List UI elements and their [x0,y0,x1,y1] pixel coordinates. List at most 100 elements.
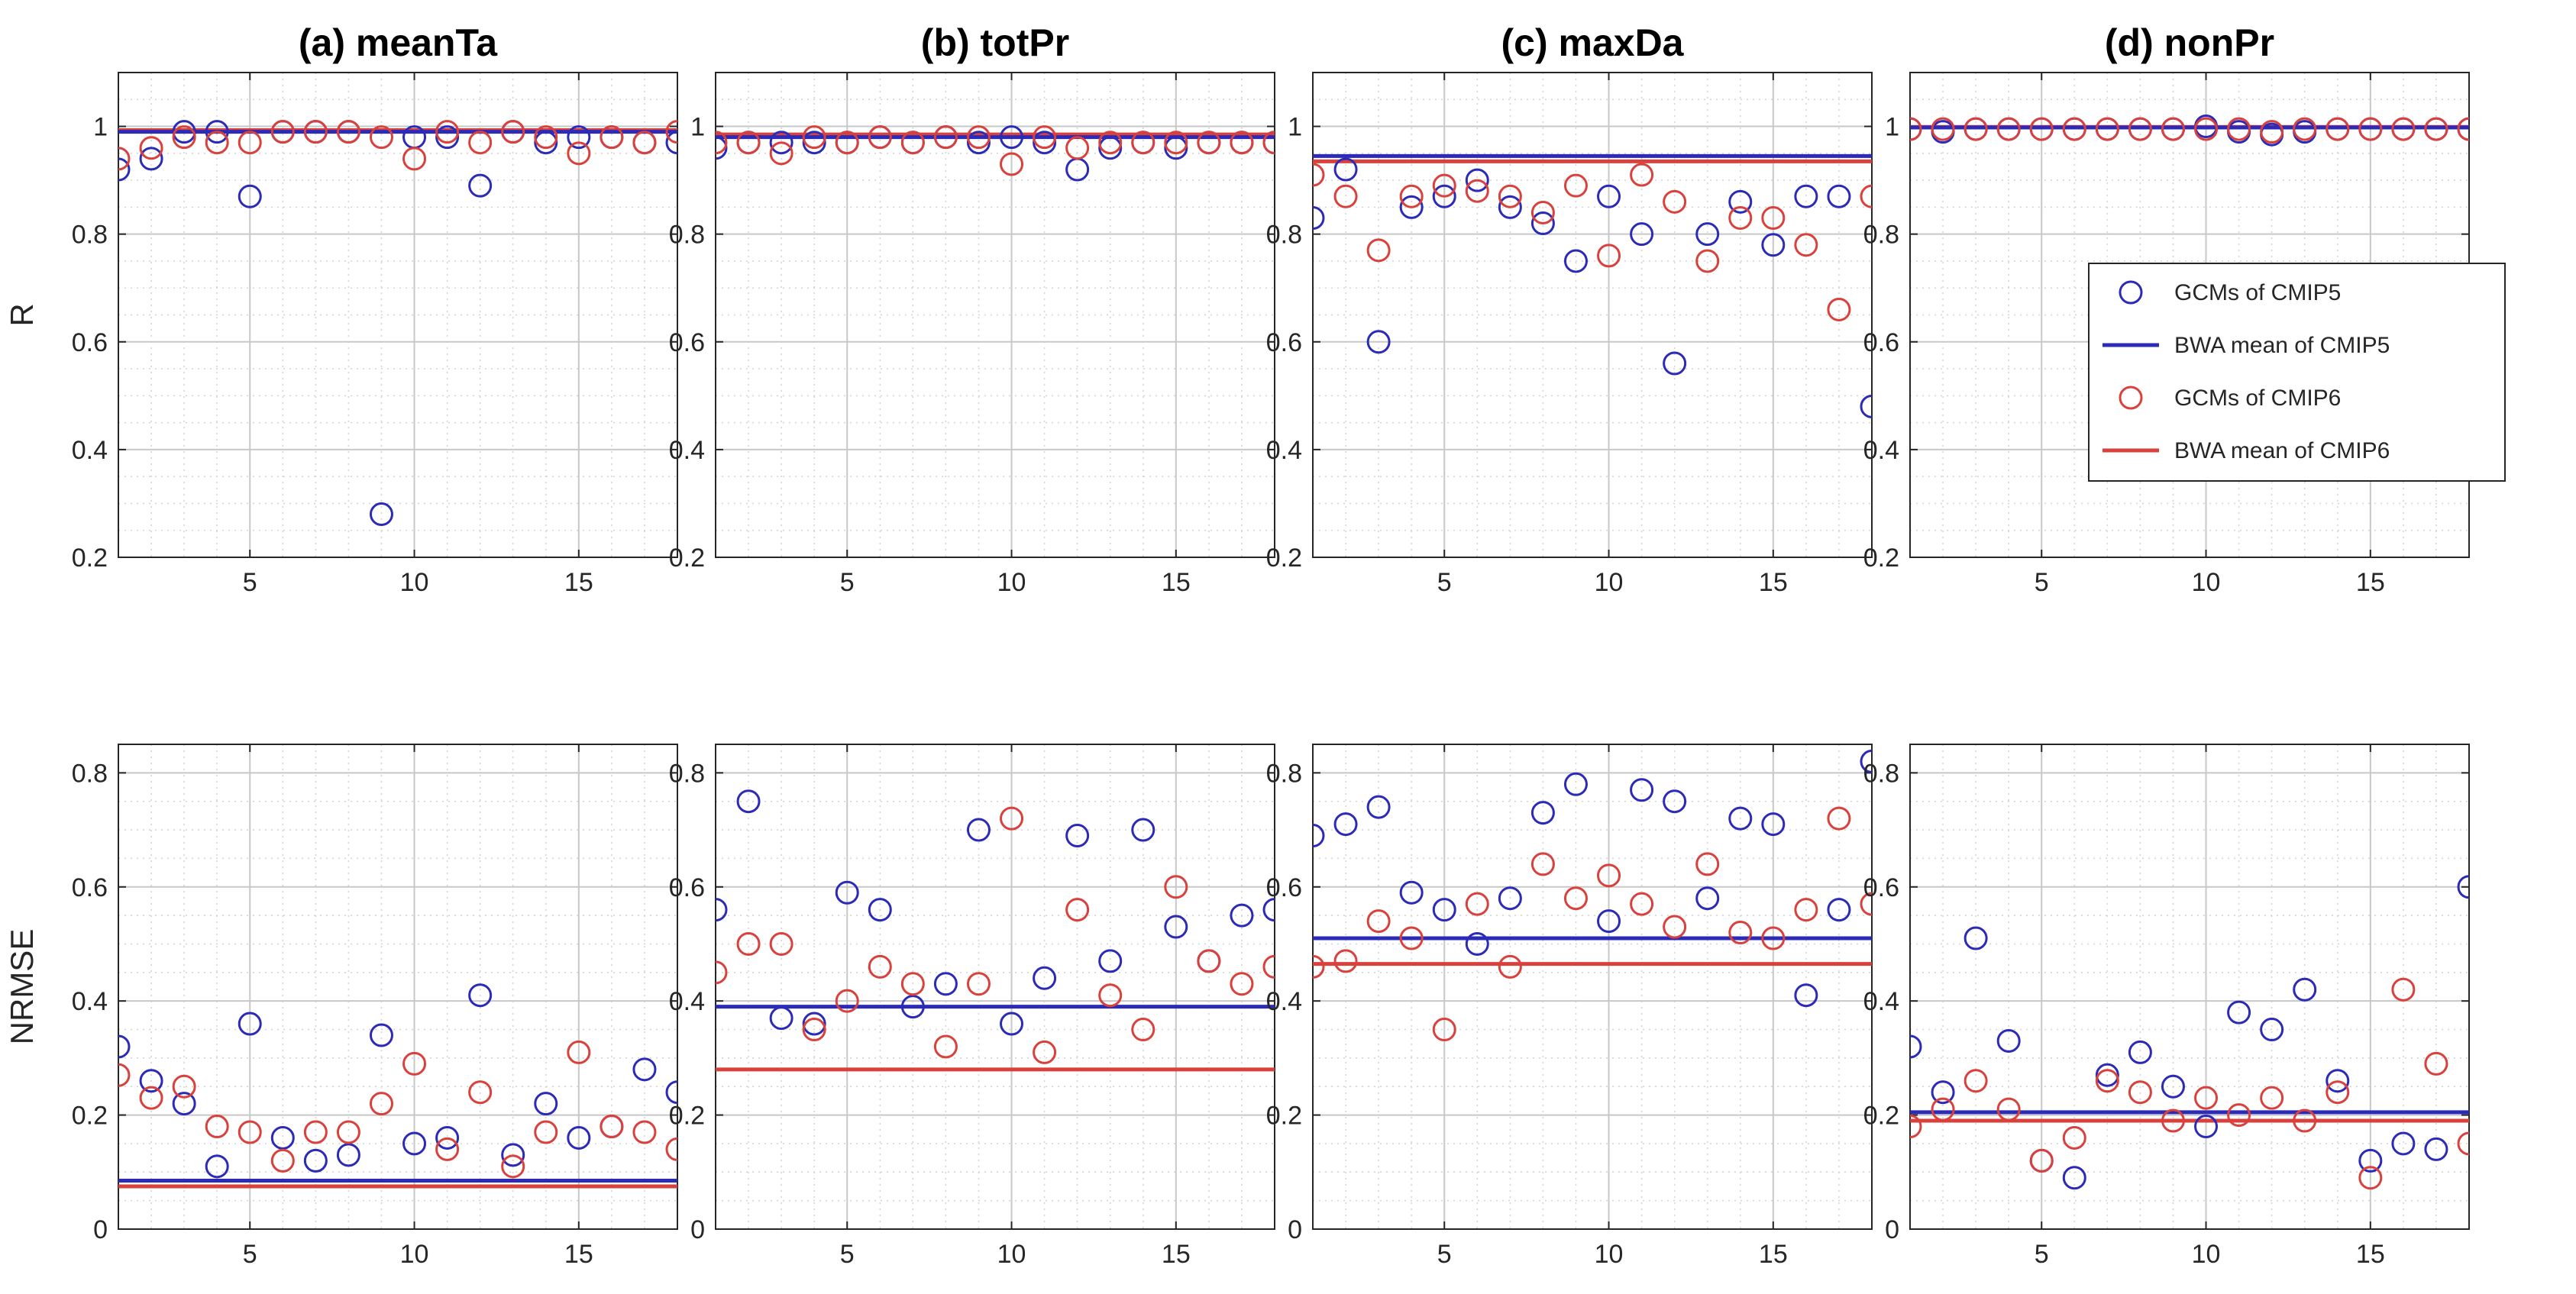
data-point-cmip6 [1033,1040,1057,1064]
data-point-cmip6 [2326,117,2350,141]
panel-title: (b) totPr [921,21,1069,64]
data-point-cmip5 [1399,195,1424,219]
data-point-cmip6 [567,1040,591,1064]
data-point-cmip6 [736,131,761,155]
y-tick-label: 0.8 [72,221,108,250]
data-point-cmip5 [205,1154,229,1179]
data-point-cmip5 [1498,886,1522,911]
data-point-cmip6 [1313,163,1325,187]
data-point-cmip6 [1098,983,1123,1008]
data-point-cmip5 [716,898,728,922]
plot-area [716,744,1275,1229]
data-point-cmip5 [665,1080,677,1105]
y-tick-label: 0.6 [1266,873,1302,902]
panel-5: 5 10 15 0 0.2 0.4 0.6 0.8 NRMSE [4,744,678,1269]
data-point-cmip6 [600,1115,624,1139]
x-tick-label: 15 [1759,1240,1788,1269]
data-point-cmip5 [238,184,262,208]
data-point-cmip6 [172,1074,196,1099]
data-point-cmip6 [1399,926,1424,950]
data-point-cmip6 [1000,152,1024,176]
data-point-cmip6 [2062,1125,2086,1150]
data-point-cmip6 [1563,173,1588,198]
axes-box [1312,744,1873,1230]
y-tick-label: 0.4 [1266,987,1302,1016]
data-point-cmip5 [534,131,558,155]
panel-1: 5 10 15 0.2 0.4 0.6 0.8 1 (a) meanTa R [4,21,678,597]
y-tick-label: 0.2 [1266,1102,1302,1131]
plot-data [118,983,677,1189]
data-point-cmip5 [501,1143,525,1167]
data-point-cmip6 [2161,117,2185,141]
data-point-cmip5 [2227,1000,2251,1025]
y-tick-label: 0.8 [1863,759,1899,788]
data-point-cmip5 [534,1092,558,1116]
y-tick-label: 1 [690,113,705,142]
x-tick-label: 5 [840,568,855,597]
data-point-cmip5 [1465,168,1489,192]
data-point-cmip6 [716,131,728,155]
plot-data [1910,875,2469,1190]
x-tick-label: 15 [564,568,593,597]
y-axis-label: NRMSE [4,929,40,1045]
y-tick-label: 0.6 [669,328,705,357]
data-point-cmip6 [933,125,958,150]
data-point-cmip5 [336,1143,360,1167]
data-point-cmip6 [118,147,131,171]
y-tick-label: 0.6 [72,328,108,357]
data-point-cmip6 [1432,1018,1456,1042]
data-point-cmip6 [402,1051,427,1076]
data-point-cmip5 [270,1125,295,1150]
plot-area [1910,744,2469,1229]
data-point-cmip6 [238,1120,262,1144]
x-tick-label: 15 [1162,1240,1191,1269]
data-point-cmip5 [402,1131,427,1156]
data-point-cmip6 [1910,1115,1922,1139]
data-point-cmip5 [2293,977,2317,1002]
data-point-cmip6 [802,1018,826,1042]
data-point-cmip5 [665,131,677,155]
data-point-cmip6 [1964,117,1988,141]
data-point-cmip6 [2062,117,2086,141]
data-point-cmip6 [1794,233,1818,257]
data-point-cmip5 [1728,806,1753,831]
data-point-cmip6 [2358,117,2383,141]
panel-6: 5 10 15 0 0.2 0.4 0.6 0.8 [669,744,1275,1269]
data-point-cmip6 [1498,954,1522,979]
panel-title: (c) maxDa [1501,21,1685,64]
data-point-cmip6 [2128,1080,2152,1105]
data-point-cmip6 [2029,117,2054,141]
data-point-cmip6 [1663,189,1687,214]
data-point-cmip6 [567,141,591,166]
data-point-cmip6 [2326,1080,2350,1105]
data-point-cmip5 [966,131,991,155]
data-point-cmip5 [1630,778,1654,802]
data-point-cmip6 [1827,806,1851,831]
y-tick-label: 0.2 [1863,1102,1899,1131]
data-point-cmip5 [1530,801,1555,825]
data-point-cmip6 [1530,200,1555,224]
data-point-cmip5 [567,125,591,150]
x-tick-label: 10 [997,1240,1026,1269]
data-point-cmip5 [632,1057,657,1082]
legend-label: BWA mean of CMIP6 [2174,438,2390,463]
data-point-cmip6 [1498,184,1522,208]
data-point-cmip5 [2194,1115,2219,1139]
data-point-cmip5 [118,157,131,182]
y-tick-label: 0.8 [669,221,705,250]
y-tick-label: 1 [1885,113,1899,142]
y-axis-label: R [4,303,40,326]
y-tick-label: 0.6 [1863,328,1899,357]
data-point-cmip5 [1597,184,1621,208]
data-point-cmip5 [1313,824,1325,848]
data-point-cmip5 [1131,818,1155,842]
x-tick-label: 5 [2035,1240,2049,1269]
data-point-cmip6 [2227,1103,2251,1128]
data-point-cmip5 [1432,184,1456,208]
data-point-cmip5 [1695,886,1720,911]
data-point-cmip6 [1728,206,1753,230]
data-point-cmip5 [172,120,196,144]
data-point-cmip5 [1033,131,1057,155]
data-point-cmip5 [769,131,793,155]
data-point-cmip5 [238,1012,262,1036]
